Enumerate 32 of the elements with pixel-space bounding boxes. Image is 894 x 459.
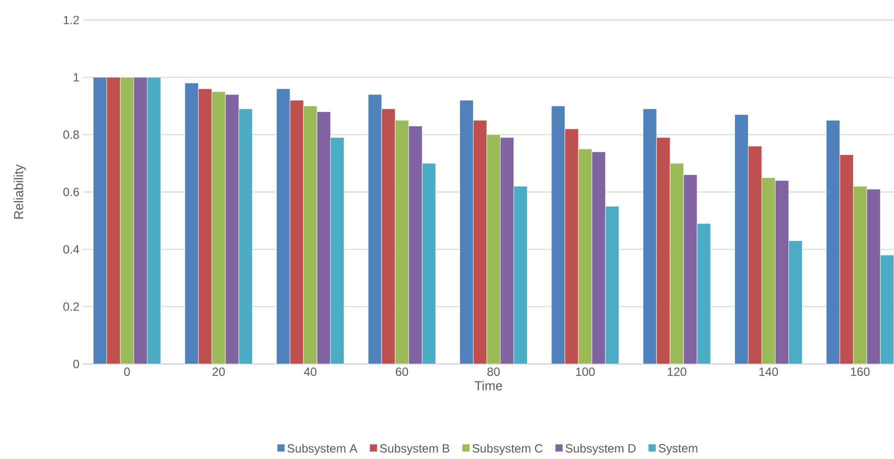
x-tick-label: 140 (759, 368, 778, 376)
bar (147, 77, 161, 364)
x-tick-label: 160 (851, 368, 870, 376)
x-tick-label: 0 (124, 368, 130, 376)
x-axis-title: Time (474, 380, 502, 390)
x-tick-label: 120 (668, 368, 686, 376)
y-tick-label: 1.2 (64, 16, 79, 24)
x-tick-label: 20 (212, 368, 225, 376)
x-tick-label: 80 (487, 368, 500, 376)
bar (238, 108, 253, 364)
x-tick-label: 60 (396, 368, 408, 376)
x-tick-label: 40 (304, 368, 316, 376)
bar (422, 163, 436, 364)
y-tick-label: 0 (73, 360, 80, 368)
legend-label: Subsystem A (288, 444, 358, 455)
bar (330, 137, 344, 364)
bar (514, 186, 528, 364)
y-tick-label: 0.8 (63, 130, 79, 139)
y-tick-label: 1 (74, 73, 79, 82)
legend-label: Subsystem B (380, 444, 450, 455)
y-tick-label: 0.6 (63, 188, 79, 196)
legend-label: System (658, 444, 698, 455)
y-axis-title: Reliability (14, 164, 26, 219)
legend-label: Subsystem C (472, 444, 543, 455)
bar (788, 240, 802, 364)
legend-label: Subsystem D (566, 444, 636, 455)
x-tick-label: 100 (576, 368, 595, 376)
bar (880, 254, 894, 364)
bar (696, 223, 711, 364)
bar (605, 206, 620, 364)
y-tick-label: 0.2 (63, 302, 79, 311)
y-tick-label: 0.4 (63, 245, 80, 254)
